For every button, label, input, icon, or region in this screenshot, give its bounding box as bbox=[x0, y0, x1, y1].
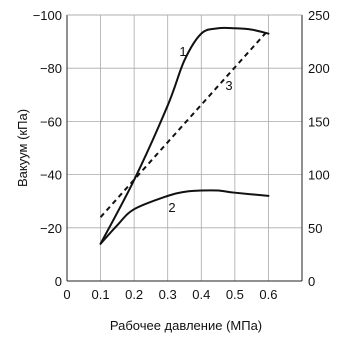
series-line-2 bbox=[99, 189, 270, 245]
series bbox=[99, 26, 270, 245]
y-left-tick-label: −60 bbox=[40, 114, 62, 129]
y-left-tick-label: −100 bbox=[33, 8, 62, 23]
curve-labels: 1 2 3 bbox=[168, 44, 232, 215]
x-tick-label: 0.1 bbox=[92, 287, 110, 302]
y-right-tick-label: 150 bbox=[308, 114, 330, 129]
y-right-tick-label: 50 bbox=[308, 221, 322, 236]
y-left-tick-labels: 0 −20 −40 −60 −80 −100 bbox=[33, 8, 62, 289]
plot-frame bbox=[66, 14, 303, 282]
y-right-tick-label: 200 bbox=[308, 61, 330, 76]
x-tick-label: 0 bbox=[63, 287, 70, 302]
y-left-tick-label: 0 bbox=[55, 274, 62, 289]
curve-label-3: 3 bbox=[225, 78, 232, 93]
curve-label-2: 2 bbox=[168, 200, 175, 215]
y-axis-title: Вакуум (кПа) bbox=[15, 109, 30, 187]
curve-label-1: 1 bbox=[179, 44, 186, 59]
y-left-tick-label: −40 bbox=[40, 168, 62, 183]
x-tick-label: 0.4 bbox=[192, 287, 210, 302]
y-right-tick-label: 100 bbox=[308, 168, 330, 183]
x-tick-label: 0.3 bbox=[159, 287, 177, 302]
x-tick-label: 0.2 bbox=[125, 287, 143, 302]
x-tick-label: 0.6 bbox=[259, 287, 277, 302]
series-line-1 bbox=[99, 26, 270, 245]
y-right-tick-labels: 0 50 100 150 200 250 bbox=[308, 8, 330, 289]
series-line-3 bbox=[99, 29, 270, 218]
y-left-tick-label: −20 bbox=[40, 221, 62, 236]
y-left-tick-label: −80 bbox=[40, 61, 62, 76]
x-tick-labels: 0 0.1 0.2 0.3 0.4 0.5 0.6 bbox=[63, 287, 277, 302]
x-axis-title: Рабочее давление (МПа) bbox=[110, 318, 262, 333]
y-right-tick-label: 0 bbox=[308, 274, 315, 289]
x-tick-label: 0.5 bbox=[226, 287, 244, 302]
y-right-tick-label: 250 bbox=[308, 8, 330, 23]
